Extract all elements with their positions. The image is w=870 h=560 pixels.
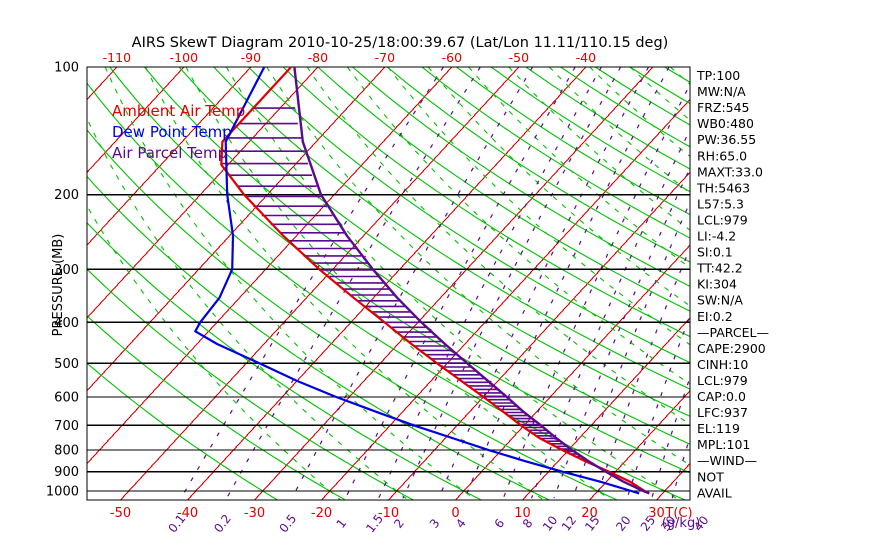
stat-item-14: SW:N/A [697,293,743,308]
top-axis-tick: -70 [375,50,395,65]
bottom-temp-tick: 0 [451,506,459,521]
legend-item-2: Air Parcel Temp [112,144,227,162]
stat-item-25: NOT [697,469,724,484]
stat-item-13: KI:304 [697,277,737,292]
bottom-temp-tick: -30 [244,506,265,521]
mixing-ratio-tick: 0.5 [277,512,300,536]
pressure-tick: 900 [54,465,79,480]
pressure-tick: 700 [54,419,79,434]
pressure-tick: 1000 [46,485,79,500]
pressure-tick: 600 [54,390,79,405]
pressure-tick: 300 [54,263,79,278]
bottom-temp-tick: -50 [110,506,131,521]
stat-item-7: TH:5463 [696,180,750,195]
chart-title: AIRS SkewT Diagram 2010-10-25/18:00:39.6… [132,35,669,51]
top-axis-tick: -80 [308,50,328,65]
mixing-ratio-tick: 10 [540,513,560,534]
stat-item-18: CINH:10 [697,357,748,372]
mixing-ratio-tick: 6 [492,516,508,531]
legend-item-0: Ambient Air Temp [112,102,245,120]
pressure-axis-label: PRESSURE (MB) [51,234,66,337]
stat-item-9: LCL:979 [697,212,748,227]
mixing-ratio-tick: 0.2 [211,512,234,536]
stat-item-2: FRZ:545 [697,100,750,115]
bottom-temp-tick: 10 [514,506,531,521]
bottom-temp-tick: -40 [177,506,198,521]
temp-axis-label: T(C) [664,506,692,521]
pressure-tick: 500 [54,357,79,372]
mixing-ratio-tick: 3 [427,516,443,531]
stat-item-0: TP:100 [696,68,740,83]
pressure-tick: 200 [54,188,79,203]
stat-item-22: EL:119 [697,421,740,436]
stat-item-19: LCL:979 [697,373,748,388]
stat-item-21: LFC:937 [697,405,748,420]
stat-item-20: CAP:0.0 [697,389,746,404]
stat-item-17: CAPE:2900 [697,341,766,356]
stat-item-5: RH:65.0 [697,148,747,163]
bottom-temp-tick: -10 [378,506,399,521]
stat-item-12: TT:42.2 [696,261,743,276]
mixing-ratio-tick: 20 [613,513,633,534]
stat-item-24: —WIND— [697,453,757,468]
stat-item-1: MW:N/A [697,84,746,99]
stat-item-8: L57:5.3 [697,196,744,211]
grid-layer [86,66,691,501]
stat-item-3: WB0:480 [697,116,754,131]
top-axis-tick: -90 [241,50,261,65]
stat-item-26: AVAIL [697,485,732,500]
mixing-ratio-tick: 1 [334,516,350,531]
bottom-temp-tick: 20 [581,506,598,521]
stat-item-4: PW:36.55 [697,132,756,147]
mixing-axis-label: (g/kg) [662,516,701,531]
stat-item-15: EI:0.2 [697,309,733,324]
mixing-ratio-tick: 4 [453,516,469,531]
top-axis-tick: -100 [170,50,198,65]
stat-item-10: LI:-4.2 [697,229,736,244]
top-axis-tick: -50 [509,50,529,65]
legend-item-1: Dew Point Temp [112,123,232,141]
stat-item-11: SI:0.1 [697,245,733,260]
mixing-ratio-tick: 12 [559,513,579,534]
stat-item-23: MPL:101 [697,437,750,452]
data-layer [194,67,650,495]
pressure-tick: 800 [54,443,79,458]
pressure-tick: 400 [54,316,79,331]
bottom-temp-tick: -20 [311,506,332,521]
bottom-temp-tick: 30 [648,506,665,521]
label-layer: AIRS SkewT Diagram 2010-10-25/18:00:39.6… [46,35,769,535]
top-axis-tick: -40 [576,50,596,65]
pressure-tick: 100 [54,61,79,76]
top-axis-tick: -110 [103,50,131,65]
stat-item-16: —PARCEL— [697,325,769,340]
stat-item-6: MAXT:33.0 [697,164,763,179]
top-axis-tick: -60 [442,50,462,65]
